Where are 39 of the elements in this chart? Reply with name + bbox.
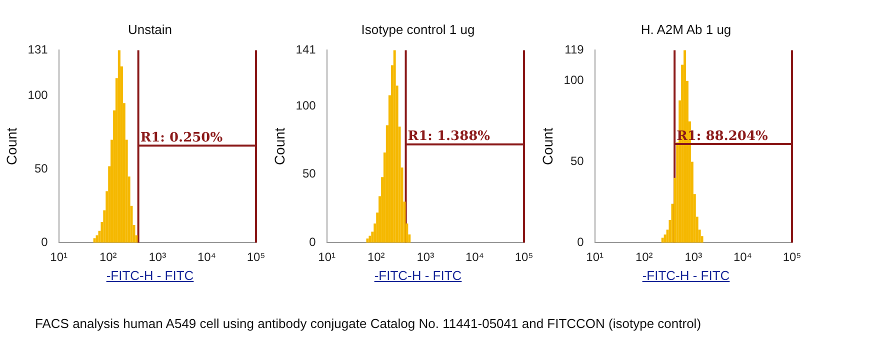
annotation: R1: 1.388% <box>408 129 491 144</box>
x-tick-label: 10³ <box>684 250 702 264</box>
y-axis-title: Count <box>3 128 20 166</box>
y-tick-label: 131 <box>28 42 48 57</box>
x-axis-title: -FITC-H - FITC <box>105 268 195 283</box>
y-tick-label: 119 <box>564 42 584 57</box>
chart-title: Unstain <box>126 22 174 37</box>
y-tick-label: 0 <box>41 234 48 249</box>
x-tick-label: 10² <box>99 250 117 264</box>
y-tick-label: 50 <box>570 154 584 168</box>
x-tick-label: 10⁴ <box>733 250 752 264</box>
annotation: R1: 0.250% <box>140 130 224 146</box>
x-tick-label: 10² <box>635 250 653 264</box>
y-axis-title: Count <box>539 128 556 166</box>
x-tick-label: 10³ <box>148 250 166 264</box>
y-axis-title: Count <box>271 128 288 166</box>
x-tick-label: 10¹ <box>586 250 604 264</box>
y-tick-label: 0 <box>577 234 584 249</box>
x-tick-label: 10¹ <box>318 250 336 264</box>
x-tick-label: 10⁴ <box>465 250 484 264</box>
x-tick-label: 10¹ <box>50 250 68 264</box>
y-tick-label: 50 <box>302 166 316 181</box>
x-tick-label: 10⁵ <box>514 250 534 264</box>
x-tick-label: 10³ <box>416 250 434 264</box>
x-tick-label: 10² <box>367 250 385 264</box>
y-tick-label: 100 <box>28 88 48 102</box>
x-tick-label: 10⁵ <box>246 250 266 264</box>
chart-title: Isotype control 1 ug <box>360 22 476 37</box>
y-tick-label: 100 <box>296 98 316 112</box>
y-tick-label: 141 <box>296 42 316 57</box>
y-tick-label: 100 <box>564 73 584 88</box>
x-axis-title: -FITC-H - FITC <box>641 268 731 283</box>
x-axis-title: -FITC-H - FITC <box>373 268 463 283</box>
chart-title: H. A2M Ab 1 ug <box>640 22 732 37</box>
text: FACS analysis human A549 cell using antibody conjugate Catalog No. 11441-05041 and FITCCON (isotype control) <box>35 316 702 331</box>
x-tick-label: 10⁵ <box>782 250 802 264</box>
x-tick-label: 10⁴ <box>197 250 216 264</box>
y-tick-label: 50 <box>34 161 48 176</box>
y-tick-label: 0 <box>309 234 316 249</box>
